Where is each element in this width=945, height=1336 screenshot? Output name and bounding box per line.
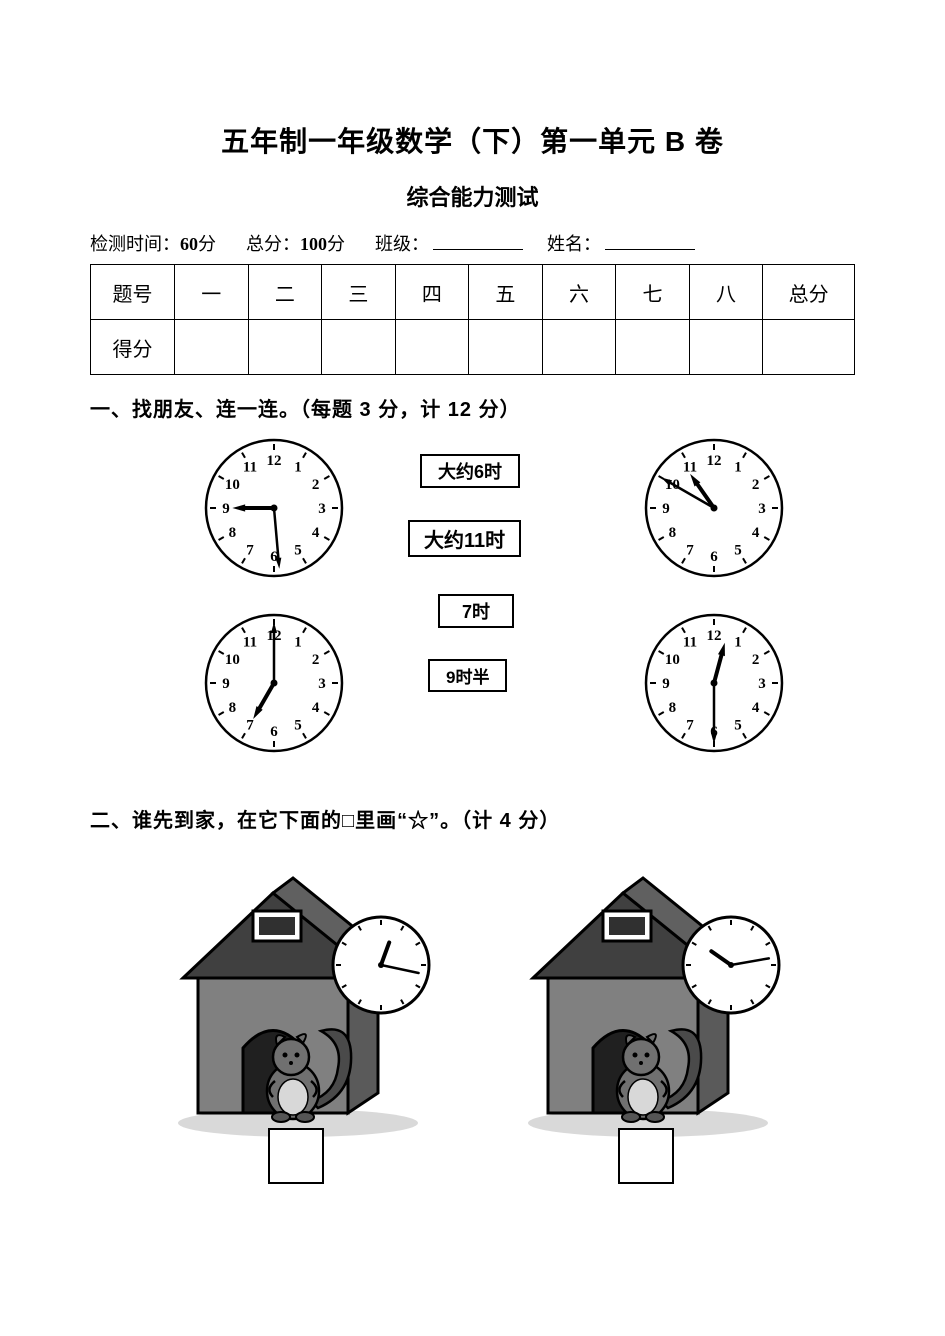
svg-text:3: 3: [318, 676, 326, 692]
svg-text:10: 10: [225, 652, 240, 668]
svg-text:4: 4: [752, 525, 760, 541]
svg-text:9: 9: [222, 676, 230, 692]
time-label: 检测时间：: [90, 230, 180, 256]
section-2-head: 二、谁先到家，在它下面的□里画“☆”。（计 4 分）: [90, 804, 855, 833]
svg-text:4: 4: [752, 700, 760, 716]
svg-text:10: 10: [225, 477, 240, 493]
score-cell[interactable]: [469, 320, 543, 375]
svg-text:5: 5: [294, 718, 302, 734]
q1-area: 1212345678910111212345678910111212345678…: [90, 434, 855, 774]
th-5: 五: [469, 265, 543, 320]
svg-text:9: 9: [662, 676, 670, 692]
svg-text:12: 12: [267, 453, 282, 469]
clock-icon: 121234567891011: [640, 434, 788, 587]
svg-text:8: 8: [669, 700, 677, 716]
svg-text:6: 6: [710, 549, 718, 565]
time-label-box: 大约6时: [420, 454, 520, 488]
svg-text:12: 12: [707, 453, 722, 469]
svg-text:7: 7: [246, 718, 254, 734]
th-1: 一: [175, 265, 249, 320]
th-8: 八: [689, 265, 763, 320]
score-table: 题号 一 二 三 四 五 六 七 八 总分 得分: [90, 264, 855, 375]
total-value: 100: [300, 234, 327, 255]
svg-text:4: 4: [312, 700, 320, 716]
svg-text:11: 11: [683, 459, 697, 475]
th-2: 二: [248, 265, 322, 320]
score-cell[interactable]: [395, 320, 469, 375]
page-title: 五年制一年级数学（下）第一单元 B 卷: [90, 120, 855, 160]
svg-text:2: 2: [312, 652, 320, 668]
svg-text:7: 7: [246, 543, 254, 559]
svg-text:10: 10: [665, 652, 680, 668]
svg-text:5: 5: [734, 718, 742, 734]
score-cell[interactable]: [322, 320, 396, 375]
table-row: 题号 一 二 三 四 五 六 七 八 总分: [91, 265, 855, 320]
table-row: 得分: [91, 320, 855, 375]
th-6: 六: [542, 265, 616, 320]
time-label-box: 9时半: [428, 659, 507, 692]
answer-box[interactable]: [618, 1128, 674, 1184]
section-1-head: 一、找朋友、连一连。（每题 3 分，计 12 分）: [90, 393, 855, 422]
score-cell[interactable]: [763, 320, 855, 375]
svg-text:9: 9: [222, 501, 230, 517]
th-7: 七: [616, 265, 690, 320]
svg-text:11: 11: [683, 634, 697, 650]
svg-text:12: 12: [707, 628, 722, 644]
svg-text:4: 4: [312, 525, 320, 541]
svg-text:2: 2: [752, 477, 760, 493]
svg-text:3: 3: [318, 501, 326, 517]
house-figure: [143, 853, 453, 1183]
svg-text:8: 8: [229, 525, 237, 541]
time-unit: 分: [198, 230, 216, 256]
time-value: 60: [180, 234, 198, 255]
class-blank[interactable]: [433, 231, 523, 250]
svg-text:1: 1: [294, 634, 302, 650]
svg-text:3: 3: [758, 676, 766, 692]
svg-text:7: 7: [686, 718, 694, 734]
page-subtitle: 综合能力测试: [90, 180, 855, 212]
score-cell[interactable]: [175, 320, 249, 375]
score-cell[interactable]: [616, 320, 690, 375]
svg-text:11: 11: [243, 634, 257, 650]
svg-text:9: 9: [662, 501, 670, 517]
time-label-box: 大约11时: [408, 520, 521, 557]
score-cell[interactable]: [542, 320, 616, 375]
name-blank[interactable]: [605, 231, 695, 250]
svg-text:3: 3: [758, 501, 766, 517]
total-unit: 分: [327, 230, 345, 256]
svg-text:1: 1: [294, 459, 302, 475]
th-3: 三: [322, 265, 396, 320]
svg-text:2: 2: [312, 477, 320, 493]
svg-text:2: 2: [752, 652, 760, 668]
house-figure: [493, 853, 803, 1183]
svg-text:1: 1: [734, 459, 742, 475]
svg-text:7: 7: [686, 543, 694, 559]
info-line: 检测时间： 60 分 总分： 100 分 班级： 姓名：: [90, 230, 855, 256]
svg-text:5: 5: [734, 543, 742, 559]
svg-text:5: 5: [294, 543, 302, 559]
total-label: 总分：: [246, 230, 300, 256]
clock-icon: 121234567891011: [640, 609, 788, 762]
clock-icon: 121234567891011: [200, 609, 348, 762]
th-num: 题号: [91, 265, 175, 320]
score-cell[interactable]: [689, 320, 763, 375]
q2-area: [90, 853, 855, 1183]
class-label: 班级：: [375, 230, 429, 256]
svg-text:8: 8: [229, 700, 237, 716]
th-total: 总分: [763, 265, 855, 320]
score-cell[interactable]: [248, 320, 322, 375]
name-label: 姓名：: [547, 230, 601, 256]
svg-text:8: 8: [669, 525, 677, 541]
worksheet-page: 五年制一年级数学（下）第一单元 B 卷 综合能力测试 检测时间： 60 分 总分…: [0, 0, 945, 1336]
svg-text:11: 11: [243, 459, 257, 475]
svg-text:1: 1: [734, 634, 742, 650]
score-label: 得分: [91, 320, 175, 375]
clock-icon: 121234567891011: [200, 434, 348, 587]
answer-box[interactable]: [268, 1128, 324, 1184]
time-label-box: 7时: [438, 594, 514, 628]
svg-text:6: 6: [270, 724, 278, 740]
th-4: 四: [395, 265, 469, 320]
